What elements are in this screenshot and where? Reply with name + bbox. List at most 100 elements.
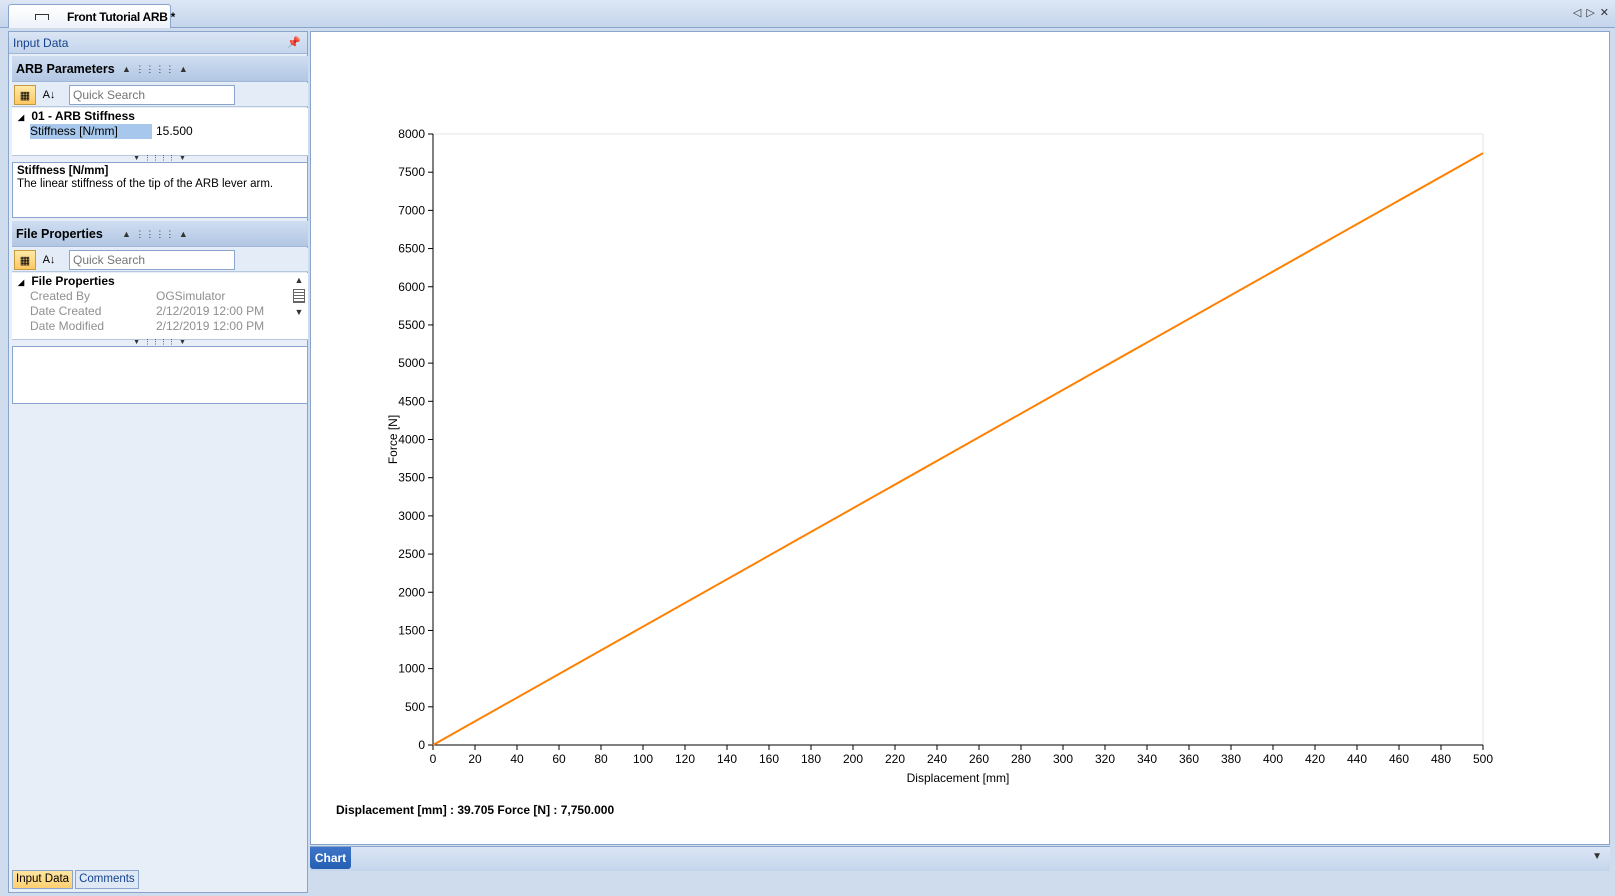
y-tick-label: 1500 bbox=[398, 623, 425, 637]
x-tick-label: 0 bbox=[430, 752, 437, 766]
file-properties-header[interactable]: File Properties ▲ ⋮⋮⋮⋮ ▲ bbox=[12, 221, 308, 247]
x-tick-label: 40 bbox=[510, 752, 524, 766]
stiffness-value[interactable]: 15.500 bbox=[156, 124, 193, 138]
scroll-down-icon[interactable]: ▼ bbox=[294, 307, 304, 317]
x-tick-label: 360 bbox=[1179, 752, 1199, 766]
prop-name: Created By bbox=[30, 289, 91, 303]
categorized-view-icon[interactable]: ▦ bbox=[14, 85, 36, 105]
tab-chart[interactable]: Chart bbox=[310, 847, 351, 869]
file-properties-title: File Properties bbox=[16, 227, 103, 241]
y-tick-label: 5000 bbox=[398, 356, 425, 370]
series-line bbox=[432, 152, 1484, 746]
tab-comments[interactable]: Comments bbox=[75, 870, 139, 889]
chart-panel: 0 500 1000 1500 2000 2500 3000 3500 4000 4500 5000… bbox=[310, 31, 1610, 845]
arb-description-box: Stiffness [N/mm] The linear stiffness of… bbox=[12, 162, 308, 218]
y-tick-label: 8000 bbox=[398, 127, 425, 141]
date-modified-row[interactable]: Date Modified 2/12/2019 12:00 PM bbox=[12, 319, 308, 334]
document-tab[interactable]: Front Tutorial ARB * bbox=[8, 4, 175, 28]
x-tick-label: 400 bbox=[1263, 752, 1283, 766]
y-tick-label: 7000 bbox=[398, 203, 425, 217]
x-tick-label: 100 bbox=[633, 752, 653, 766]
x-tick-label: 60 bbox=[552, 752, 566, 766]
y-tick-label: 4000 bbox=[398, 433, 425, 447]
prop-value: OGSimulator bbox=[156, 289, 226, 303]
x-tick-label: 140 bbox=[717, 752, 737, 766]
arb-toolbar: ▦ A↓ bbox=[12, 83, 308, 107]
arb-category-label: 01 - ARB Stiffness bbox=[31, 109, 135, 123]
arb-property-grid: ◢ 01 - ARB Stiffness Stiffness [N/mm] 15… bbox=[12, 108, 308, 156]
scroll-right-icon[interactable]: ▷ bbox=[1586, 7, 1595, 19]
chart-tab-bar: Chart ▼ bbox=[310, 846, 1610, 871]
main-frame: Input Data 📌 ARB Parameters ▲ ⋮⋮⋮⋮ ▲ ▦ A… bbox=[5, 29, 1610, 896]
scroll-up-icon[interactable]: ▲ bbox=[294, 275, 304, 285]
file-category-row[interactable]: ◢ File Properties bbox=[12, 273, 308, 289]
x-tick-label: 160 bbox=[759, 752, 779, 766]
pane-title-label: Input Data bbox=[13, 36, 69, 50]
x-tick-label: 420 bbox=[1305, 752, 1325, 766]
document-icon bbox=[35, 14, 49, 20]
sort-alpha-icon[interactable]: A↓ bbox=[42, 89, 56, 101]
cursor-readout: Displacement [mm] : 39.705 Force [N] : 7… bbox=[336, 803, 615, 817]
description-text: The linear stiffness of the tip of the A… bbox=[17, 178, 274, 190]
y-tick-label: 2000 bbox=[398, 585, 425, 599]
stiffness-name: Stiffness [N/mm] bbox=[30, 124, 152, 139]
date-created-row[interactable]: Date Created 2/12/2019 12:00 PM bbox=[12, 304, 308, 319]
sort-alpha-icon[interactable]: A↓ bbox=[42, 254, 56, 266]
x-tick-label: 500 bbox=[1473, 752, 1493, 766]
y-tick-label: 7500 bbox=[398, 165, 425, 179]
y-tick-label: 1000 bbox=[398, 662, 425, 676]
x-tick-label: 480 bbox=[1431, 752, 1451, 766]
prop-name: Date Created bbox=[30, 304, 102, 318]
scroll-thumb[interactable] bbox=[293, 289, 305, 303]
close-icon[interactable]: ✕ bbox=[1599, 7, 1609, 19]
scroll-left-icon[interactable]: ◁ bbox=[1572, 7, 1582, 19]
x-tick-label: 260 bbox=[969, 752, 989, 766]
x-axis-label: Displacement [mm] bbox=[907, 771, 1010, 785]
file-quick-search-input[interactable] bbox=[69, 250, 235, 270]
collapse-triangle-icon[interactable]: ◢ bbox=[18, 113, 25, 122]
y-tick-label: 3500 bbox=[398, 471, 425, 485]
tab-navigation: ◁ ▷ ✕ bbox=[1573, 6, 1609, 19]
prop-value: 2/12/2019 12:00 PM bbox=[156, 304, 265, 318]
splitter-grip-icon[interactable]: ▼ ⋮⋮⋮⋮ ▼ bbox=[133, 339, 187, 346]
pin-icon[interactable]: 📌 bbox=[287, 37, 301, 49]
line-chart[interactable]: 0500100015002000250030003500400045005000… bbox=[311, 32, 1611, 846]
x-tick-label: 200 bbox=[843, 752, 863, 766]
pane-title: Input Data 📌 bbox=[9, 32, 307, 54]
created-by-row[interactable]: Created By OGSimulator bbox=[12, 289, 308, 304]
x-tick-label: 240 bbox=[927, 752, 947, 766]
collapse-grip-icon[interactable]: ▲ ⋮⋮⋮⋮ ▲ bbox=[122, 229, 189, 239]
tab-input-data[interactable]: Input Data bbox=[12, 870, 74, 889]
pane-bottom-tabs: Input Data Comments bbox=[12, 870, 139, 890]
y-tick-label: 4500 bbox=[398, 394, 425, 408]
x-tick-label: 460 bbox=[1389, 752, 1409, 766]
categorized-view-icon[interactable]: ▦ bbox=[14, 250, 36, 270]
y-tick-label: 2500 bbox=[398, 547, 425, 561]
arb-parameters-header[interactable]: ARB Parameters ▲ ⋮⋮⋮⋮ ▲ bbox=[12, 56, 308, 82]
file-category-label: File Properties bbox=[31, 274, 115, 288]
vertical-scrollbar[interactable]: ▲ ▼ bbox=[292, 275, 306, 335]
document-tab-strip: Front Tutorial ARB * ◁ ▷ ✕ bbox=[0, 0, 1615, 28]
chevron-down-icon[interactable]: ▼ bbox=[1592, 851, 1602, 862]
collapse-triangle-icon[interactable]: ◢ bbox=[18, 278, 25, 287]
y-tick-label: 6000 bbox=[398, 280, 425, 294]
stiffness-row[interactable]: Stiffness [N/mm] 15.500 bbox=[12, 124, 308, 139]
x-tick-label: 440 bbox=[1347, 752, 1367, 766]
x-tick-label: 20 bbox=[468, 752, 482, 766]
collapse-grip-icon[interactable]: ▲ ⋮⋮⋮⋮ ▲ bbox=[122, 64, 189, 74]
prop-value: 2/12/2019 12:00 PM bbox=[156, 319, 265, 333]
y-tick-label: 0 bbox=[418, 738, 425, 752]
file-toolbar: ▦ A↓ bbox=[12, 248, 308, 272]
arb-category-row[interactable]: ◢ 01 - ARB Stiffness bbox=[12, 108, 308, 124]
x-tick-label: 80 bbox=[594, 752, 608, 766]
x-tick-label: 300 bbox=[1053, 752, 1073, 766]
arb-quick-search-input[interactable] bbox=[69, 85, 235, 105]
splitter-grip-icon[interactable]: ▼ ⋮⋮⋮⋮ ▼ bbox=[133, 155, 187, 162]
document-tab-label: Front Tutorial ARB * bbox=[67, 9, 175, 24]
y-axis-label: Force [N] bbox=[386, 415, 400, 464]
x-tick-label: 320 bbox=[1095, 752, 1115, 766]
plot-area-border bbox=[432, 133, 1484, 746]
y-tick-label: 5500 bbox=[398, 318, 425, 332]
x-tick-label: 220 bbox=[885, 752, 905, 766]
y-tick-label: 3000 bbox=[398, 509, 425, 523]
